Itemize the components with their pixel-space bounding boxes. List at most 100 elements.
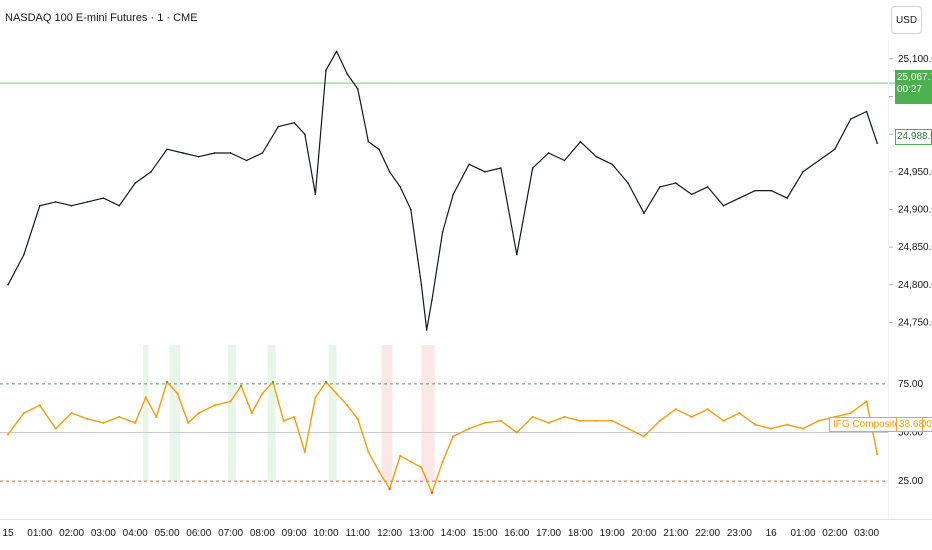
indicator-point xyxy=(515,431,518,434)
indicator-point xyxy=(271,380,275,384)
indicator-point xyxy=(642,435,646,438)
price-point xyxy=(690,193,693,196)
price-point xyxy=(198,155,200,158)
price-point xyxy=(738,197,741,199)
indicator-point xyxy=(356,417,359,420)
time-tick-label: 12:00 xyxy=(377,528,402,539)
indicator-point xyxy=(801,427,805,430)
time-tick-label: 11:00 xyxy=(346,528,371,539)
indicator-point xyxy=(876,452,879,455)
indicator-point xyxy=(118,415,121,419)
indicator-point xyxy=(483,421,487,424)
time-tick-label: 14:00 xyxy=(441,528,466,539)
price-point xyxy=(39,204,41,207)
time-tick-label: 20:00 xyxy=(631,528,656,539)
indicator-point xyxy=(563,415,566,419)
price-point xyxy=(357,88,359,90)
price-point xyxy=(876,142,878,144)
indicator-point xyxy=(420,466,423,469)
time-tick-label: 13:00 xyxy=(409,528,434,539)
time-tick-label: 08:00 xyxy=(250,528,275,539)
indicator-point xyxy=(786,423,789,426)
time-tick-label: 02:00 xyxy=(59,528,84,539)
indicator-point xyxy=(282,419,285,422)
time-tick-label: 17:00 xyxy=(536,528,561,539)
price-point xyxy=(834,148,836,150)
price-point xyxy=(277,125,280,128)
time-tick-label: 03:00 xyxy=(854,528,879,539)
indicator-point xyxy=(658,419,662,422)
indicator-point xyxy=(187,421,190,424)
time-tick-label: 09:00 xyxy=(282,528,307,539)
price-point xyxy=(229,152,232,154)
indicator-point xyxy=(595,419,598,422)
price-point xyxy=(770,189,772,192)
indicator-point xyxy=(441,460,444,463)
time-tick-label: 06:00 xyxy=(186,528,211,539)
price-tick-label: 24,800.00 xyxy=(898,280,932,291)
price-point xyxy=(675,182,677,184)
indicator-point xyxy=(213,404,216,407)
price-point xyxy=(420,283,423,286)
time-tick-label: 22:00 xyxy=(695,528,720,539)
indicator-point xyxy=(817,419,821,422)
time-tick-label: 03:00 xyxy=(91,528,116,539)
bullish-zone-1 xyxy=(169,345,181,480)
price-point xyxy=(818,159,820,162)
indicator-point xyxy=(165,380,169,384)
bearish-zone-0 xyxy=(381,345,393,480)
indicator-tick-label: 75.00 xyxy=(898,379,923,390)
indicator-point xyxy=(335,392,338,395)
price-point xyxy=(70,204,73,207)
indicator-point xyxy=(690,415,693,419)
indicator-point xyxy=(388,487,391,490)
indicator-point xyxy=(229,400,232,403)
current-price-tag: 24,988.00 xyxy=(895,129,932,145)
price-point xyxy=(410,208,412,211)
indicator-point xyxy=(6,433,10,436)
indicator-point xyxy=(738,411,741,415)
price-point xyxy=(706,186,709,188)
symbol-title[interactable]: NASDAQ 100 E-mini Futures · 1 · CME xyxy=(5,12,198,24)
price-point xyxy=(563,159,566,162)
indicator-point xyxy=(399,454,402,457)
indicator-point xyxy=(324,380,328,384)
price-tick-label: 25,100.00 xyxy=(898,54,932,65)
price-point xyxy=(335,50,338,53)
price-point xyxy=(293,122,296,124)
price-point xyxy=(304,133,306,135)
price-point xyxy=(531,167,534,169)
time-tick-label: 16:00 xyxy=(504,528,529,539)
price-point xyxy=(627,182,629,184)
currency-button[interactable]: USD xyxy=(891,6,922,34)
price-tick-label: 24,850.00 xyxy=(898,242,932,253)
time-tick-label: 23:00 xyxy=(727,528,752,539)
indicator-series-line xyxy=(7,381,878,494)
bullish-zone-2 xyxy=(227,345,236,480)
indicator-point xyxy=(134,421,137,424)
price-point xyxy=(547,152,550,154)
indicator-point xyxy=(346,404,349,407)
price-point xyxy=(754,189,757,192)
indicator-point xyxy=(706,408,709,411)
indicator-point xyxy=(303,450,306,454)
price-point xyxy=(595,155,598,158)
price-point xyxy=(150,170,152,173)
bullish-zone-3 xyxy=(267,345,276,480)
indicator-point xyxy=(722,419,725,422)
price-point xyxy=(722,204,725,207)
price-point xyxy=(245,159,248,162)
indicator-point xyxy=(86,417,89,420)
time-tick-label: 21:00 xyxy=(663,528,688,539)
price-tick-label: 24,900.00 xyxy=(898,204,932,215)
indicator-point xyxy=(377,470,381,473)
indicator-point xyxy=(197,411,200,415)
indicator-point xyxy=(754,423,757,426)
indicator-point xyxy=(409,460,412,463)
indicator-point xyxy=(102,421,105,424)
time-tick-label: 05:00 xyxy=(154,528,179,539)
price-point xyxy=(213,152,216,154)
time-tick-label: 01:00 xyxy=(790,528,815,539)
price-point xyxy=(431,299,433,301)
